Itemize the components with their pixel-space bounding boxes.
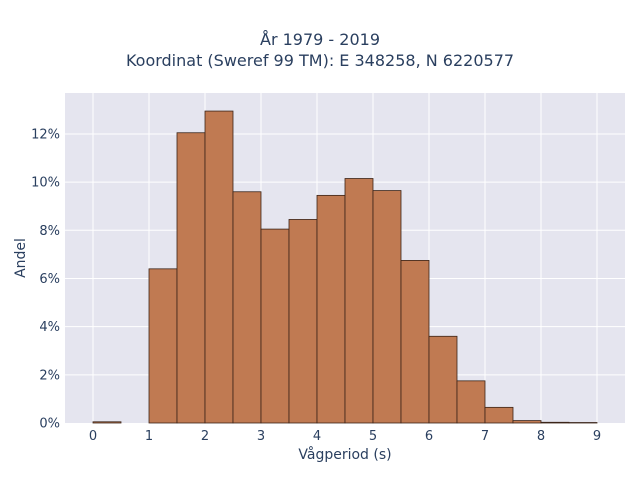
histogram-bar [456,380,486,424]
histogram-bar [176,132,206,424]
y-tick-label: 2% [39,368,60,383]
histogram-bar [232,191,262,424]
histogram-bar [316,194,346,424]
histogram-bar [92,421,122,424]
chart-title-line-2: Koordinat (Sweref 99 TM): E 348258, N 62… [125,51,515,70]
histogram-bar [400,260,430,424]
histogram-bar [512,420,542,424]
y-tick-label: 6% [39,272,60,287]
y-axis-label: Andel [13,238,29,278]
y-tick-label: 8% [39,224,60,239]
histogram-bar [484,406,514,424]
y-tick-label: 4% [39,320,60,335]
x-tick-label: 4 [313,429,321,444]
x-tick-label: 0 [89,429,97,444]
x-tick-label: 5 [369,429,377,444]
histogram-bar [372,190,402,424]
x-tick-label: 8 [537,429,545,444]
histogram-bar [260,228,290,424]
x-tick-label: 6 [425,429,433,444]
histogram-bar [540,421,570,424]
histogram-bar [148,268,178,424]
histogram-bar [428,335,458,424]
histogram-bar [344,178,374,424]
x-tick-label: 2 [201,429,209,444]
histogram-bar [204,110,234,424]
x-tick-label: 7 [481,429,489,444]
y-tick-label: 0% [39,417,60,432]
x-tick-label: 9 [593,429,601,444]
y-tick-label: 12% [31,127,60,142]
chart-title-line-1: År 1979 - 2019 [260,30,380,49]
x-tick-label: 1 [145,429,153,444]
x-tick-label: 3 [257,429,265,444]
y-tick-label: 10% [31,176,60,191]
x-axis-label: Vågperiod (s) [298,447,392,463]
histogram-bar [288,219,318,424]
